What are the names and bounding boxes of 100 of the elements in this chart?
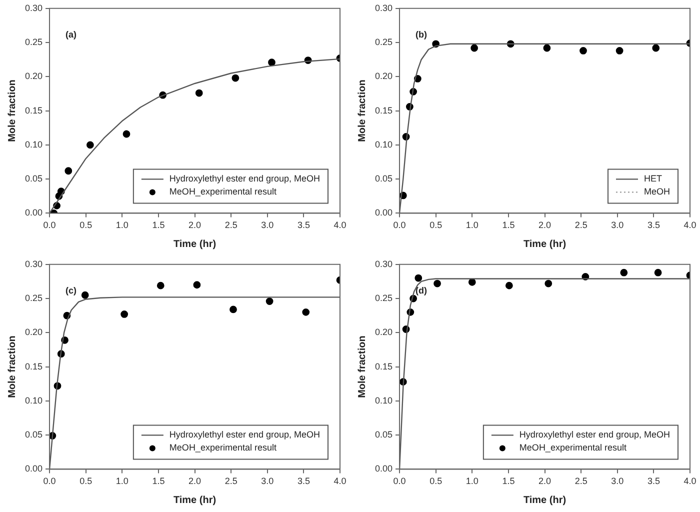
y-tick-label: 0.25: [24, 293, 43, 304]
y-tick-label: 0.25: [24, 37, 43, 48]
y-tick-label: 0.30: [374, 2, 393, 13]
y-tick-label: 0.15: [374, 361, 393, 372]
x-tick-label: 2.5: [574, 220, 588, 230]
x-tick-label: 3.0: [611, 220, 624, 230]
x-tick-label: 4.0: [334, 220, 346, 230]
point: [505, 282, 513, 290]
y-tick-label: 0.15: [374, 105, 393, 116]
x-tick-label: 4.0: [334, 476, 346, 486]
point: [544, 280, 552, 288]
point: [616, 47, 624, 54]
annotation: (d): [416, 285, 428, 296]
point: [156, 282, 164, 290]
y-tick-label: 0.25: [374, 37, 393, 48]
y-tick-label: 0.05: [374, 174, 393, 184]
x-tick-label: 3.5: [647, 220, 660, 230]
point: [81, 291, 89, 299]
x-tick-label: 4.0: [684, 476, 696, 486]
y-tick-label: 0.00: [24, 208, 43, 218]
point: [414, 274, 422, 282]
x-tick-label: 0.0: [43, 220, 56, 230]
point: [122, 130, 130, 138]
x-tick-label: 0.5: [430, 476, 442, 486]
point: [470, 44, 478, 52]
x-tick-label: 0.0: [393, 476, 406, 486]
x-axis-title: Time (hr): [523, 238, 566, 250]
x-tick-label: 3.0: [261, 476, 274, 486]
x-tick-label: 3.5: [647, 476, 660, 486]
x-tick-label: 0.5: [80, 220, 92, 230]
x-tick-label: 1.5: [152, 220, 165, 230]
y-axis-title: Mole fraction: [6, 336, 18, 398]
x-tick-label: 1.5: [502, 220, 515, 230]
point: [193, 281, 201, 289]
legend-label: Hydroxylethyl ester end group, MeOH: [519, 430, 670, 440]
point: [64, 167, 72, 175]
annotation: (c): [66, 285, 77, 296]
point: [434, 280, 441, 288]
x-tick-label: 1.0: [466, 476, 478, 486]
point: [86, 141, 94, 149]
y-tick-label: 0.10: [374, 395, 393, 406]
annotation: (a): [66, 29, 77, 40]
x-tick-label: 1.0: [466, 220, 478, 230]
point: [232, 74, 240, 82]
x-tick-label: 0.0: [43, 476, 56, 486]
point: [620, 268, 628, 276]
x-tick-label: 2.5: [224, 476, 238, 486]
x-tick-label: 3.5: [297, 476, 310, 486]
point: [468, 278, 476, 286]
x-tick-label: 3.0: [611, 476, 624, 486]
y-tick-label: 0.20: [374, 71, 393, 82]
x-axis-title: Time (hr): [173, 494, 216, 506]
point: [266, 298, 274, 305]
y-tick-label: 0.00: [24, 464, 43, 474]
legend-label: Hydroxylethyl ester end group, MeOH: [169, 430, 320, 440]
y-tick-label: 0.25: [374, 293, 393, 304]
y-tick-label: 0.30: [24, 2, 43, 13]
y-tick-label: 0.05: [374, 430, 393, 440]
x-tick-label: 0.0: [393, 220, 406, 230]
y-tick-label: 0.10: [374, 139, 393, 150]
x-tick-label: 2.5: [574, 476, 588, 486]
y-tick-label: 0.30: [24, 258, 43, 269]
legend-label: HET: [644, 174, 662, 184]
point: [652, 44, 660, 52]
x-tick-label: 2.0: [188, 220, 202, 230]
y-tick-label: 0.15: [24, 105, 43, 116]
y-tick-label: 0.20: [24, 327, 43, 338]
y-axis-title: Mole fraction: [356, 336, 368, 398]
x-tick-label: 2.5: [224, 220, 238, 230]
point: [230, 306, 237, 314]
x-tick-label: 4.0: [684, 220, 696, 230]
point: [580, 47, 587, 54]
legend-label: MeOH: [644, 186, 670, 197]
x-tick-label: 2.0: [188, 476, 202, 486]
y-axis-title: Mole fraction: [356, 80, 368, 142]
x-tick-label: 2.0: [538, 220, 552, 230]
x-tick-label: 2.0: [538, 476, 552, 486]
legend-label: MeOH_experimental result: [519, 442, 627, 453]
annotation: (b): [416, 29, 428, 40]
y-tick-label: 0.10: [24, 139, 43, 150]
x-tick-label: 1.0: [116, 220, 128, 230]
x-tick-label: 1.0: [116, 476, 128, 486]
point: [302, 308, 310, 316]
legend-label: Hydroxylethyl ester end group, MeOH: [169, 174, 320, 184]
y-tick-label: 0.20: [374, 327, 393, 338]
x-tick-label: 0.5: [80, 476, 92, 486]
point: [543, 44, 551, 52]
legend-label: MeOH_experimental result: [169, 186, 277, 197]
point: [120, 310, 128, 318]
x-axis-title: Time (hr): [173, 238, 216, 250]
y-tick-label: 0.30: [374, 258, 393, 269]
y-tick-label: 0.00: [374, 464, 393, 474]
x-tick-label: 3.5: [297, 220, 310, 230]
point: [268, 58, 276, 66]
point: [654, 268, 662, 276]
x-tick-label: 1.5: [152, 476, 165, 486]
x-tick-label: 3.0: [261, 220, 274, 230]
y-tick-label: 0.05: [24, 430, 43, 440]
x-axis-title: Time (hr): [523, 494, 566, 506]
x-tick-label: 0.5: [430, 220, 442, 230]
